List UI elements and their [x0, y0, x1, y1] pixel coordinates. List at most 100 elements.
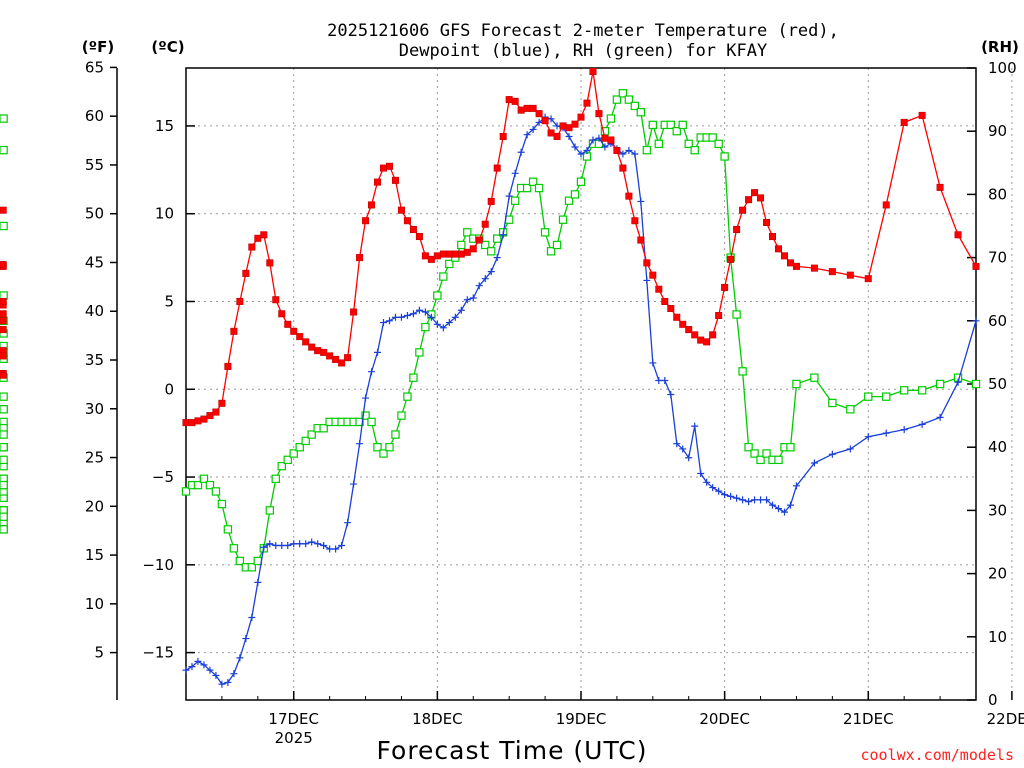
- time-tick-label: 19DEC: [556, 710, 607, 728]
- temperature-point: [649, 271, 657, 279]
- dewpoint-point: [972, 317, 980, 325]
- dewpoint-point: [649, 359, 657, 367]
- temperature-point: [421, 252, 429, 260]
- temperature-point: [290, 327, 298, 335]
- temperature-point: [230, 327, 238, 335]
- dewpoint-point: [296, 540, 304, 548]
- dewpoint-point: [230, 670, 238, 678]
- temperature-point: [350, 308, 358, 316]
- temperature-point: [733, 226, 741, 234]
- rh-point: [211, 487, 221, 496]
- rh-point: [576, 177, 586, 186]
- temperature-point: [559, 122, 567, 130]
- temperature-point: [721, 283, 729, 291]
- temperature-point: [487, 197, 495, 205]
- rh-tick-label: 80: [988, 185, 1007, 203]
- year-label: 2025: [275, 729, 313, 747]
- temperature-point: [194, 417, 202, 425]
- temperature-point: [469, 245, 477, 253]
- temperature-point: [236, 297, 244, 305]
- dewpoint-point: [715, 487, 723, 495]
- dewpoint-point: [828, 450, 836, 458]
- dewpoint-point: [589, 136, 597, 144]
- fahrenheit-tick-label: 30: [85, 400, 104, 418]
- dewpoint-point: [511, 169, 519, 177]
- dewpoint-point: [320, 542, 328, 550]
- fahrenheit-tick-label: 50: [85, 205, 104, 223]
- rh-tick-label: 30: [988, 501, 1007, 519]
- rh-tick-label: 0: [988, 691, 998, 709]
- dewpoint-point: [266, 540, 274, 548]
- temperature-point: [344, 354, 352, 362]
- temperature-point: [362, 217, 370, 225]
- rh-point: [774, 455, 783, 465]
- rh-point: [283, 455, 292, 465]
- rh-point: [301, 436, 310, 446]
- temperature-point: [433, 252, 441, 260]
- rh-point: [504, 215, 514, 224]
- dewpoint-point: [248, 613, 256, 621]
- temperature-point: [763, 218, 771, 226]
- rh-point: [235, 556, 245, 566]
- dewpoint-point: [577, 150, 585, 158]
- temperature-point: [326, 352, 334, 360]
- rh-unit-label: (RH): [981, 38, 1019, 56]
- dewpoint-point: [385, 317, 393, 325]
- temperature-point: [320, 348, 328, 356]
- fahrenheit-tick-label: 25: [85, 449, 104, 467]
- dewpoint-point: [338, 542, 346, 550]
- dewpoint-point: [703, 478, 711, 486]
- temperature-point: [918, 111, 926, 119]
- fahrenheit-tick-label: 60: [85, 107, 104, 125]
- celsius-tick-label: 15: [155, 117, 174, 135]
- dewpoint-point: [864, 433, 872, 441]
- temperature-point: [757, 194, 765, 202]
- rh-point: [510, 196, 520, 205]
- dewpoint-point: [529, 125, 537, 133]
- dewpoint-point: [517, 148, 525, 156]
- rh-point: [630, 101, 640, 111]
- rh-point: [899, 386, 909, 395]
- rh-point: [265, 506, 274, 515]
- rh-point: [570, 190, 580, 199]
- rh-point: [0, 405, 8, 414]
- rh-point: [295, 443, 304, 452]
- rh-point: [558, 215, 568, 224]
- temperature-point: [631, 217, 639, 225]
- temperature-point: [553, 132, 561, 140]
- celsius-tick-label: 10: [155, 205, 174, 223]
- dewpoint-point: [308, 538, 316, 546]
- dewpoint-point: [368, 368, 376, 376]
- dewpoint-point: [433, 320, 441, 328]
- dewpoint-point: [206, 666, 214, 674]
- fahrenheit-tick-label: 15: [85, 546, 104, 564]
- temperature-point: [260, 231, 268, 239]
- dewpoint-point: [188, 663, 196, 671]
- temperature-point: [0, 206, 7, 214]
- dewpoint-point: [775, 505, 782, 513]
- dewpoint-point: [380, 319, 387, 327]
- dewpoint-point: [643, 276, 651, 284]
- x-axis-title: Forecast Time (UTC): [377, 736, 648, 765]
- temperature-point: [523, 104, 531, 112]
- dewpoint-point: [553, 122, 561, 130]
- rh-point: [289, 449, 298, 458]
- temperature-point: [0, 297, 7, 305]
- rh-point: [277, 461, 286, 471]
- temperature-point: [739, 206, 747, 214]
- rh-point: [917, 386, 927, 395]
- dewpoint-point: [637, 197, 645, 205]
- dewpoint-point: [727, 492, 735, 500]
- rh-point: [409, 373, 418, 382]
- rh-point: [493, 234, 502, 243]
- rh-point: [714, 139, 723, 149]
- dewpoint-point: [679, 445, 687, 453]
- rh-point: [678, 120, 687, 130]
- dewpoint-point: [362, 394, 370, 402]
- rh-axis-ticks: 0 10 20 30 40 50 60 70 80 90 100: [967, 59, 1017, 709]
- temperature-point: [571, 120, 579, 128]
- temperature-point: [786, 259, 794, 267]
- dewpoint-point: [757, 496, 765, 504]
- dewpoint-point: [763, 496, 771, 504]
- temperature-point: [625, 192, 633, 200]
